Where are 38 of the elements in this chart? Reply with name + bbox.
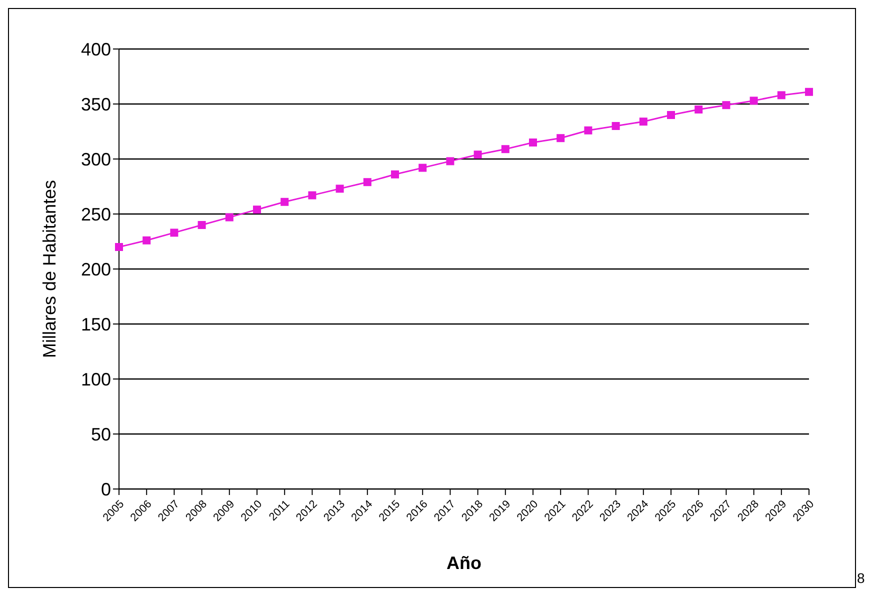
y-tick-label: 400 [80,39,111,60]
point [612,122,620,130]
y-tick-label: 350 [80,94,111,114]
y-tick-label: 150 [80,314,111,334]
point [694,106,703,114]
point [170,228,178,237]
y-tick-label: 250 [80,204,111,224]
point [115,243,123,251]
point [253,206,261,214]
point [639,118,648,126]
point [667,111,675,119]
point [225,213,234,222]
point [474,150,482,159]
point [308,191,316,200]
point [391,170,399,178]
text: 8 [857,570,865,586]
point [446,157,454,166]
point [418,164,427,172]
point [750,96,758,105]
y-tick-label: 300 [80,149,111,170]
point [501,145,510,154]
y-tick-label: 0 [100,479,111,500]
point [805,88,813,96]
point [142,236,151,244]
x-axis-title: Año [446,553,482,573]
point [722,101,730,110]
point [529,138,537,146]
point [584,126,592,134]
y-tick-label: 200 [80,259,111,280]
point [363,178,372,186]
y-tick-label: 100 [80,369,111,390]
point [556,134,565,142]
y-tick-label: 50 [90,424,111,444]
point [198,221,206,229]
y-axis-title: Millares de Habitantes [39,180,60,358]
point [280,198,289,206]
point [336,184,344,193]
point [777,91,786,100]
